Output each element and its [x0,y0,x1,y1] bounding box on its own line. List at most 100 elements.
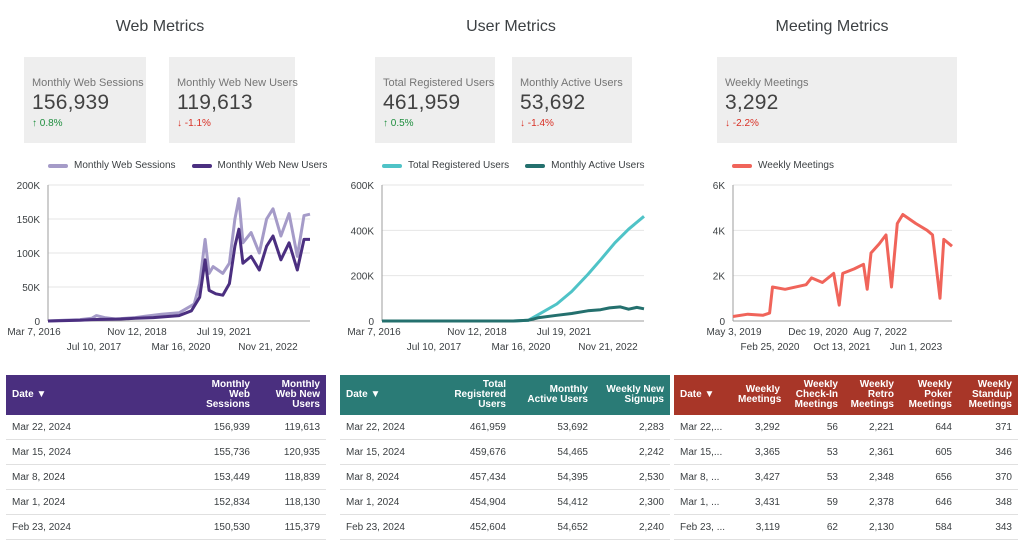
x-tick-label: Dec 19, 2020 [788,327,848,338]
scorecard-change: ↓ -1.4% [520,118,554,129]
column-header[interactable]: Monthly Active Users [527,385,588,405]
table-cell: 119,613 [284,421,320,433]
table-row[interactable]: Feb 23, 2024 150,530 115,379 [6,515,326,540]
table-cell: 346 [995,446,1012,458]
table-cell: 153,449 [213,471,250,483]
sort-date-header[interactable]: Date ▼ [346,390,381,400]
column-header[interactable]: Weekly Standup Meetings [968,380,1012,410]
column-header[interactable]: Weekly Retro Meetings [850,380,894,410]
scorecard-total-registered[interactable]: Total Registered Users 461,959 ↑ 0.5% [375,57,495,143]
table-cell: Mar 15, 2024 [12,446,71,458]
table-row[interactable]: Mar 8, 2024 153,449 118,839 [6,465,326,490]
table-header: Date ▼ Monthly Web Sessions Monthly Web Ne… [6,375,326,415]
table-row[interactable]: Mar 8, ... 3,427 53 2,348 656 370 [674,465,1018,490]
table-cell: 656 [935,471,952,483]
scorecard-change: ↓ -1.1% [177,118,211,129]
table-cell: 54,652 [557,521,588,533]
scorecard-value: 53,692 [520,91,586,114]
table-cell: 118,839 [284,471,320,483]
table-row[interactable]: Mar 1, 2024 152,834 118,130 [6,490,326,515]
x-tick-label: Nov 12, 2018 [447,327,507,338]
x-tick-label: Oct 13, 2021 [813,342,871,353]
scorecard-change: ↓ -2.2% [725,118,759,129]
column-header[interactable]: Weekly New Signups [606,385,664,405]
scorecard-label: Monthly Active Users [520,77,623,89]
legend-item[interactable]: Total Registered Users [382,160,509,171]
column-header[interactable]: Monthly Web New Users [275,380,320,410]
table-row[interactable]: Feb 23, 2024 452,604 54,652 2,240 [340,515,670,540]
table-row[interactable]: Feb 23, ... 3,119 62 2,130 584 343 [674,515,1018,540]
x-tick-label: Mar 7, 2016 [7,327,61,338]
x-tick-label: Mar 16, 2020 [492,342,551,353]
legend-item[interactable]: Monthly Web New Users [191,160,328,171]
series-line [382,305,645,323]
column-header[interactable]: Weekly Poker Meetings [908,380,952,410]
scorecard-web-new-users[interactable]: Monthly Web New Users 119,613 ↓ -1.1% [169,57,298,143]
table-cell: 56 [826,421,838,433]
legend-label: Monthly Web New Users [217,160,328,171]
table-row[interactable]: Mar 15, 2024 155,736 120,935 [6,440,326,465]
table-row[interactable]: Mar 22,... 3,292 56 2,221 644 371 [674,415,1018,440]
table-row[interactable]: Mar 15, 2024 459,676 54,465 2,242 [340,440,670,465]
table-cell: 53,692 [557,421,588,433]
web-chart-legend: Monthly Web Sessions Monthly Web New Use… [48,160,327,171]
sort-date-header[interactable]: Date ▼ [680,390,715,400]
table-cell: 152,834 [213,496,250,508]
table-row[interactable]: Mar 15,... 3,365 53 2,361 605 346 [674,440,1018,465]
scorecard-label: Weekly Meetings [725,77,809,89]
legend-swatch [525,163,546,168]
table-header: Date ▼ Total Registered Users Monthly Acti… [340,375,670,415]
table-cell: 115,379 [284,521,320,533]
web-metrics-chart[interactable]: 0 50K 100K 150K 200K Mar 7, 2016 Nov 12, 2018 J… [0,175,320,360]
legend-item[interactable]: Monthly Web Sessions [48,160,176,171]
scorecard-value: 3,292 [725,91,779,114]
scorecard-value: 156,939 [32,91,110,114]
column-header[interactable]: Weekly Meetings [738,385,782,405]
x-tick-label: Nov 12, 2018 [107,327,167,338]
column-header[interactable]: Monthly Web Sessions [206,380,250,410]
table-cell: Mar 15, 2024 [346,446,405,458]
table-cell: 53 [826,446,838,458]
table-cell: 155,736 [213,446,250,458]
meeting-metrics-table: Date ▼ Weekly Meetings Weekly Check-In Mee… [674,375,1018,540]
table-cell: 461,959 [469,421,506,433]
scorecard-change: ↑ 0.8% [32,118,63,129]
scorecard-monthly-active[interactable]: Monthly Active Users 53,692 ↓ -1.4% [512,57,632,143]
user-section-title: User Metrics [466,18,556,35]
y-tick-label: 4K [713,226,726,237]
legend-swatch [48,163,68,168]
scorecard-label: Monthly Web Sessions [32,77,144,89]
column-header[interactable]: Weekly Check-In Meetings [794,380,838,410]
table-row[interactable]: Mar 22, 2024 461,959 53,692 2,283 [340,415,670,440]
sort-date-header[interactable]: Date ▼ [12,390,47,400]
table-cell: 646 [935,496,952,508]
table-row[interactable]: Mar 1, ... 3,431 59 2,378 646 348 [674,490,1018,515]
x-tick-label: Mar 16, 2020 [152,342,211,353]
legend-item[interactable]: Weekly Meetings [732,160,834,171]
user-metrics-chart[interactable]: 0 200K 400K 600K Mar 7, 2016 Nov 12, 2018 Jul … [340,175,660,360]
legend-swatch [732,163,752,168]
legend-item[interactable]: Monthly Active Users [525,160,645,171]
column-header[interactable]: Total Registered Users [454,380,506,410]
table-row[interactable]: Mar 22, 2024 156,939 119,613 [6,415,326,440]
table-cell: 2,530 [638,471,664,483]
y-tick-label: 100K [17,249,41,260]
table-row[interactable]: Mar 1, 2024 454,904 54,412 2,300 [340,490,670,515]
table-cell: Mar 22, 2024 [12,421,71,433]
table-cell: Feb 23, 2024 [12,521,71,533]
y-tick-label: 600K [351,181,375,192]
scorecard-web-sessions[interactable]: Monthly Web Sessions 156,939 ↑ 0.8% [24,57,146,143]
scorecard-value: 461,959 [383,91,461,114]
user-metrics-table: Date ▼ Total Registered Users Monthly Acti… [340,375,670,540]
legend-label: Weekly Meetings [758,160,834,171]
meeting-metrics-chart[interactable]: 0 2K 4K 6K May 3, 2019 Dec 19, 2020 Aug 7, 202… [680,175,980,360]
table-row[interactable]: Mar 8, 2024 457,434 54,395 2,530 [340,465,670,490]
table-cell: 54,412 [557,496,588,508]
series-line [47,197,311,323]
scorecard-weekly-meetings[interactable]: Weekly Meetings 3,292 ↓ -2.2% [717,57,957,143]
x-tick-label: Mar 7, 2016 [347,327,401,338]
table-cell: 2,130 [868,521,894,533]
table-cell: Mar 1, ... [680,496,720,508]
legend-label: Total Registered Users [408,160,510,171]
table-cell: 53 [826,471,838,483]
